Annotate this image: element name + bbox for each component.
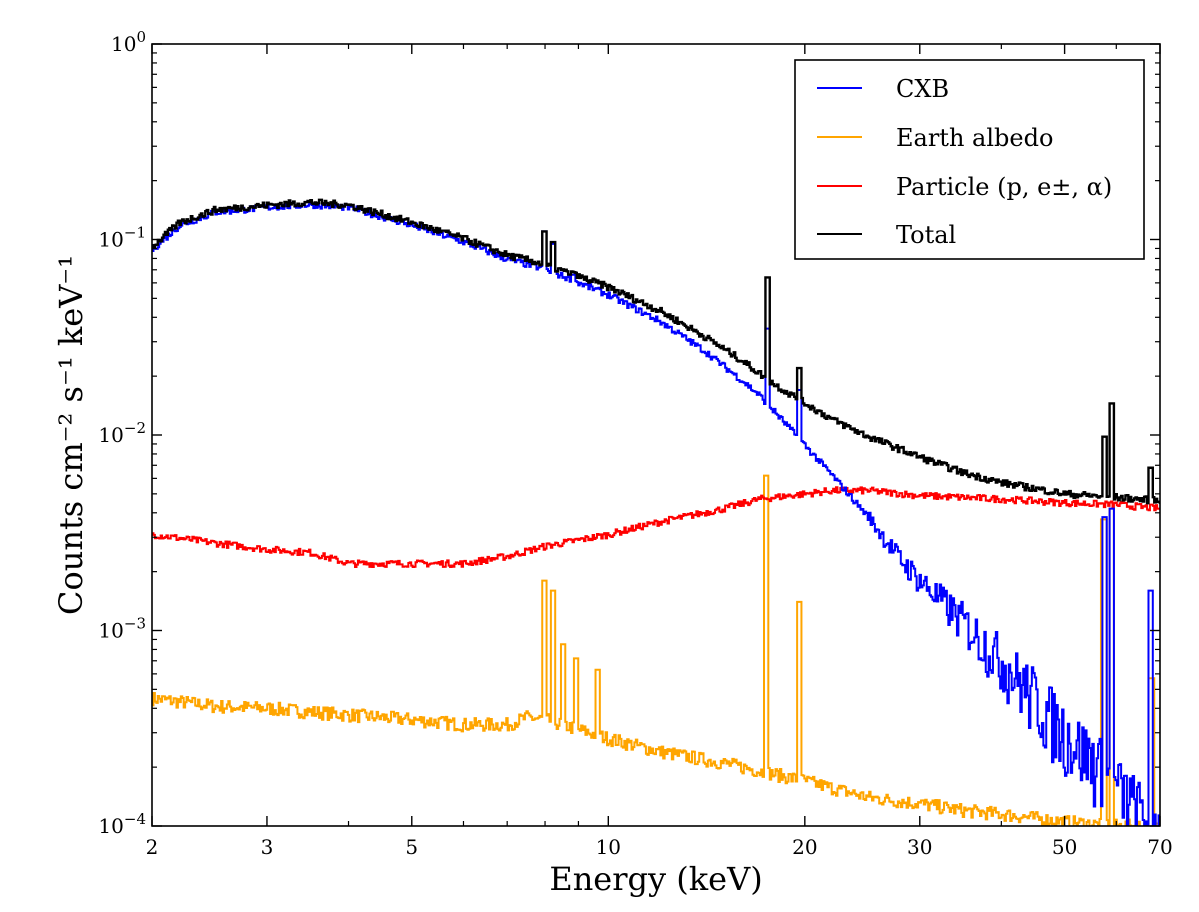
series-line-particle-p-e [152,486,1160,569]
x-tick-label: 50 [1052,835,1077,859]
x-tick-label: 20 [792,835,817,859]
legend-label-cxb: CXB [896,75,949,103]
legend-frame [794,59,1145,260]
x-tick-label: 10 [596,835,621,859]
legend: CXB Earth albedo Particle (p, e±, α) Tot… [794,59,1145,260]
x-tick-label: 3 [261,835,274,859]
x-axis-label: Energy (keV) [549,860,762,898]
x-tick-label: 2 [146,835,159,859]
series-layer [152,198,1160,826]
x-tick-label: 70 [1147,835,1172,859]
y-tick-label: 10−4 [98,810,146,838]
series-line-total [152,198,1160,505]
x-tick-label: 30 [907,835,932,859]
y-tick-label: 10−2 [98,419,146,447]
legend-label-particle: Particle (p, e±, α) [896,173,1112,201]
y-axis-label: Counts cm⁻² s⁻¹ keV⁻¹ [52,255,90,615]
series-line-earth-albedo [152,474,1160,826]
legend-label-total: Total [896,221,956,249]
x-tick-labels: 2 3 5 10 20 30 50 70 [146,835,1173,859]
y-tick-label: 10−1 [98,224,146,252]
legend-label-earth-albedo: Earth albedo [896,124,1053,152]
series-line-cxb [152,201,1160,826]
y-tick-label: 100 [111,28,146,56]
y-tick-label: 10−3 [98,615,146,643]
ticks-layer [151,43,1161,827]
y-tick-labels: 10−4 10−3 10−2 10−1 100 [98,28,146,838]
x-tick-label: 5 [405,835,418,859]
